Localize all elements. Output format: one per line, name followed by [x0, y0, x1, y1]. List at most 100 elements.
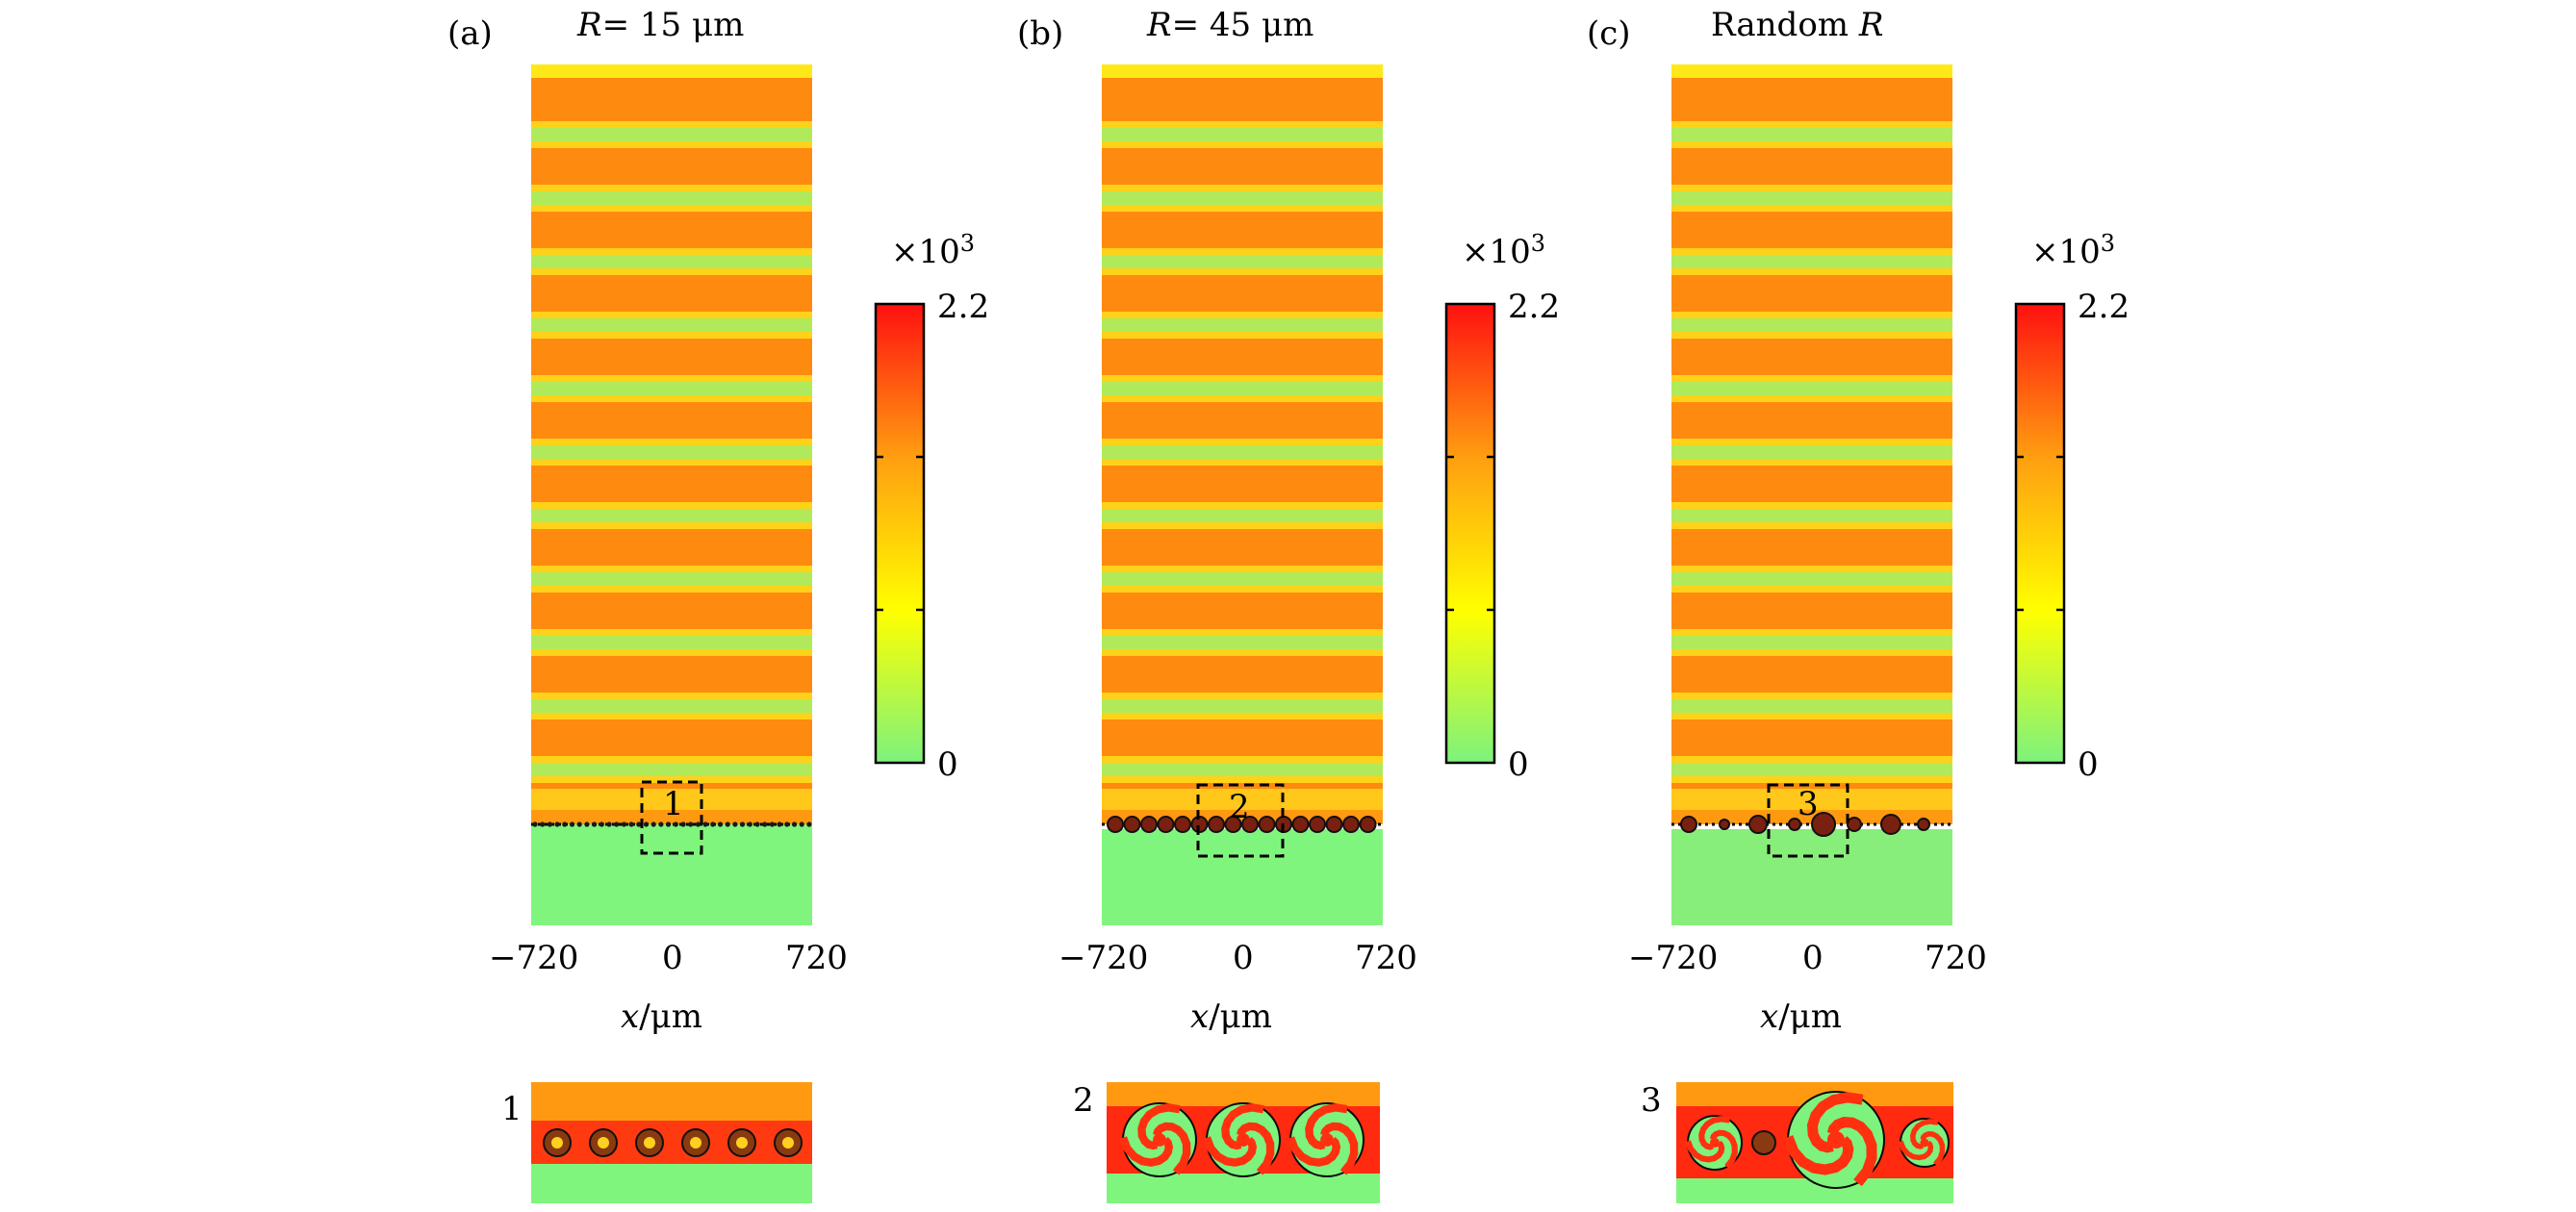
inset-number-a: 1 [663, 785, 684, 823]
inset-b [1107, 1082, 1380, 1203]
panel-title-rest-a: = 15 μm [602, 6, 745, 44]
colorbar-c: ×103 2.2 0 [2014, 230, 2130, 784]
colorbar-multiplier: ×103 [1462, 230, 1545, 271]
inset-particle-core-1 [598, 1137, 609, 1149]
colorbar-gradient [874, 302, 926, 765]
particle-7 [1224, 816, 1242, 833]
particle-2 [547, 821, 553, 827]
fringe-green-6 [531, 509, 812, 522]
particle-7 [1917, 818, 1930, 831]
inset-particle-core-0 [1709, 1137, 1721, 1149]
inset-particle-core-2 [1827, 1131, 1845, 1149]
colorbar-max-label: 2.2 [1508, 288, 1560, 326]
particle-31 [762, 821, 768, 827]
fringes-c [1671, 64, 1952, 824]
particle-12 [621, 821, 627, 827]
fringe-green-10 [1102, 763, 1383, 776]
particle-13 [628, 821, 634, 827]
x-tick-max-b: 720 [1355, 939, 1417, 977]
fringe-green-3 [531, 318, 812, 332]
field-map-b: 2 [1102, 64, 1383, 925]
particle-3 [1157, 816, 1175, 833]
panel-title-b: R= 45 μm [1146, 6, 1314, 44]
xlabel-var-b: x [1190, 997, 1209, 1036]
particle-2 [1748, 815, 1768, 834]
panel-title-c: Random R [1711, 6, 1883, 44]
particle-4 [1811, 812, 1836, 837]
particle-row-c [1671, 812, 1952, 837]
fringe-green-8 [531, 636, 812, 649]
x-tick-zero-b: 0 [1233, 939, 1254, 977]
x-tick-zero-a: 0 [662, 939, 683, 977]
x-tick-max-c: 720 [1925, 939, 1987, 977]
colorbar-max-label: 2.2 [937, 288, 989, 326]
inset-particle-core-0 [551, 1137, 563, 1149]
particle-19 [673, 821, 678, 827]
inset-spiral-arm-3-2 [1920, 1131, 1946, 1167]
particle-37 [806, 821, 812, 827]
particle-row-a [531, 821, 812, 827]
particle-26 [725, 821, 730, 827]
particle-7 [584, 821, 590, 827]
fringe-green-3 [1102, 318, 1383, 332]
inset-particle-core-5 [782, 1137, 794, 1149]
colorbar-multiplier-exp: 3 [2101, 230, 2115, 257]
inset-particle-core-4 [736, 1137, 748, 1149]
fringe-green-0 [1671, 128, 1952, 141]
colorbar-multiplier-exp: 3 [960, 230, 975, 257]
fringes-b [1102, 64, 1383, 824]
inset-spiral-arm-0-2 [1153, 1122, 1191, 1175]
inset-spiral-arm-0-2 [1709, 1129, 1738, 1169]
colorbar-multiplier: ×103 [2031, 230, 2115, 271]
particle-14 [636, 821, 642, 827]
colorbar-multiplier-base: ×10 [891, 233, 960, 271]
particle-11 [614, 821, 620, 827]
particle-4 [562, 821, 568, 827]
xlabel-var-c: x [1760, 997, 1778, 1036]
fringe-green-6 [1671, 509, 1952, 522]
fringe-top-strip [1671, 64, 1952, 78]
particle-4 [1174, 816, 1191, 833]
particle-13 [1325, 816, 1343, 833]
particle-32 [769, 821, 776, 827]
colorbar-min-label: 0 [1508, 745, 1529, 784]
colorbar-min-label: 0 [2078, 745, 2099, 784]
inset-particles-b [1119, 1102, 1365, 1177]
fringe-green-8 [1102, 636, 1383, 649]
particle-5 [1847, 817, 1862, 832]
fringe-green-7 [531, 572, 812, 586]
inset-spiral-arm-0-0 [1119, 1136, 1174, 1167]
inset-spiral-arm-0-0 [1685, 1140, 1725, 1163]
particle-17 [658, 821, 664, 827]
field-map-c: 3 [1671, 64, 1952, 925]
fringe-green-4 [531, 382, 812, 395]
panel-label-b: (b) [1017, 14, 1063, 53]
x-tick-min-a: −720 [489, 939, 578, 977]
fringe-green-2 [531, 255, 812, 268]
fringe-green-5 [1102, 445, 1383, 459]
particle-21 [688, 821, 694, 827]
x-tick-min-c: −720 [1628, 939, 1718, 977]
particle-35 [791, 821, 798, 827]
colorbar-a: ×103 2.2 0 [874, 230, 989, 784]
inset-spiral-arm-2-0 [1287, 1136, 1341, 1167]
particle-3 [1788, 818, 1801, 831]
transmitted-region-b [1102, 829, 1383, 925]
x-axis-label-b: x/μm [1190, 997, 1272, 1036]
transmitted-region-c [1671, 829, 1952, 925]
inset-c [1676, 1082, 1953, 1203]
particle-29 [747, 821, 752, 827]
fringe-green-0 [1102, 128, 1383, 141]
inset-particles-c [1685, 1091, 1950, 1189]
particle-36 [799, 821, 804, 827]
fringe-green-10 [1671, 763, 1952, 776]
x-axis-label-c: x/μm [1760, 997, 1842, 1036]
panel-title-var-b: R [1146, 6, 1172, 44]
particle-15 [1359, 816, 1377, 833]
transmitted-region-a [531, 824, 812, 925]
inset-particle-core-0 [1153, 1133, 1166, 1147]
fringe-green-5 [531, 445, 812, 459]
x-tick-min-b: −720 [1058, 939, 1148, 977]
particle-9 [1258, 816, 1276, 833]
inset-number-c: 3 [1798, 785, 1819, 823]
